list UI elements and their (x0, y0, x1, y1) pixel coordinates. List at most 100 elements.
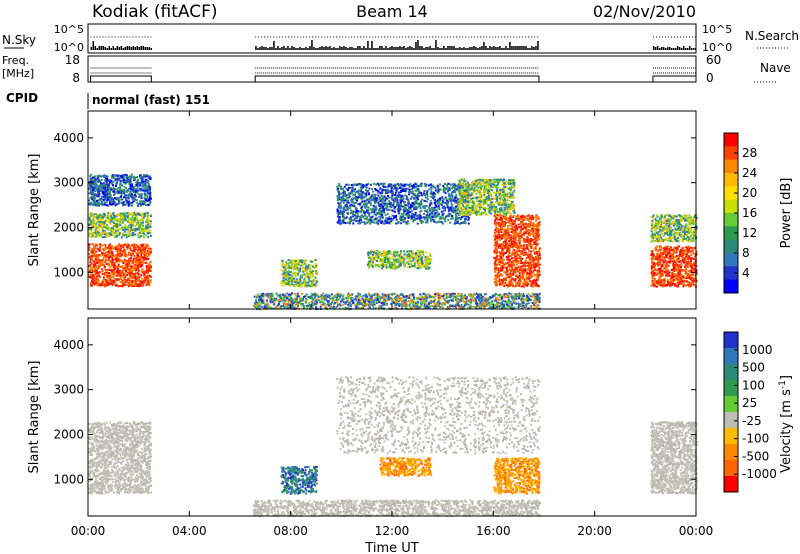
data-cell (141, 185, 144, 188)
data-cell (136, 212, 139, 215)
data-cell (126, 216, 129, 219)
data-cell (119, 285, 122, 288)
data-cell (441, 222, 444, 225)
data-cell (95, 253, 98, 256)
data-cell (439, 188, 442, 191)
data-cell (97, 254, 100, 257)
data-cell (107, 204, 110, 207)
data-cell (139, 214, 142, 217)
data-cell (130, 184, 133, 187)
nsky-bar (299, 47, 301, 50)
data-cell (402, 188, 405, 191)
data-cell (138, 226, 141, 229)
data-cell (360, 188, 363, 191)
data-cell (101, 258, 104, 261)
data-cell (123, 192, 125, 195)
data-cell (110, 215, 113, 218)
data-cell (145, 265, 148, 267)
data-cell (413, 264, 416, 267)
data-cell (423, 218, 426, 221)
data-cell (414, 266, 417, 269)
data-cell (289, 265, 292, 268)
data-cell (357, 193, 360, 195)
data-cell (140, 222, 143, 224)
data-cell (475, 210, 478, 213)
nsky-bar (507, 48, 509, 50)
data-cell (388, 183, 391, 186)
data-cell (140, 174, 143, 176)
data-cell (508, 205, 511, 208)
data-cell (372, 190, 375, 193)
data-cell (113, 261, 116, 264)
data-cell (137, 273, 140, 276)
data-cell (101, 229, 104, 232)
data-cell (492, 209, 495, 212)
data-cell (127, 243, 130, 246)
data-cell (356, 199, 358, 202)
data-cell (458, 210, 461, 213)
data-cell (94, 232, 97, 235)
data-cell (513, 185, 516, 188)
data-cell (306, 268, 308, 271)
data-cell (135, 199, 138, 202)
data-cell (126, 228, 129, 231)
data-cell (139, 189, 142, 192)
data-cell (130, 282, 133, 285)
data-cell (442, 185, 445, 188)
data-cell (434, 209, 437, 211)
data-cell (124, 268, 127, 271)
data-cell (489, 192, 492, 194)
data-cell (106, 179, 109, 181)
data-cell (457, 186, 460, 189)
data-cell (450, 217, 453, 220)
data-cell (146, 255, 149, 258)
data-cell (434, 212, 437, 215)
data-cell (129, 248, 132, 251)
data-cell (134, 260, 137, 263)
data-cell (148, 188, 151, 190)
data-cell (90, 276, 93, 279)
data-cell (437, 204, 440, 207)
data-cell (416, 198, 419, 201)
data-cell (450, 194, 453, 197)
data-cell (397, 195, 400, 198)
nsky-bar (120, 46, 123, 50)
data-cell (297, 273, 299, 276)
nsky-bar (110, 48, 113, 50)
data-cell (435, 221, 438, 224)
data-cell (413, 185, 415, 188)
data-cell (352, 212, 354, 215)
data-cell (126, 248, 129, 250)
data-cell (470, 208, 473, 211)
data-cell (394, 261, 397, 264)
data-cell (286, 277, 289, 279)
data-cell (125, 226, 128, 229)
data-cell (304, 265, 307, 268)
freq-label: Freq. (2, 54, 29, 67)
data-cell (426, 195, 429, 198)
data-cell (410, 216, 413, 219)
data-cell (123, 173, 126, 176)
data-cell (114, 278, 117, 281)
data-cell (420, 185, 423, 188)
data-cell (128, 268, 131, 271)
data-cell (91, 266, 94, 269)
data-cell (300, 285, 303, 288)
data-cell (442, 206, 445, 209)
data-cell (442, 212, 445, 215)
data-cell (90, 255, 93, 257)
data-cell (137, 278, 139, 281)
data-cell (486, 179, 489, 181)
data-cell (471, 209, 474, 211)
data-cell (437, 202, 439, 205)
data-cell (442, 188, 445, 191)
data-cell (501, 188, 504, 191)
data-cell (411, 190, 414, 193)
data-cell (444, 192, 447, 195)
data-cell (370, 250, 373, 253)
data-cell (118, 269, 121, 272)
nsky-bar (415, 42, 417, 50)
data-cell (148, 175, 151, 178)
data-cell (364, 203, 366, 206)
data-cell (415, 205, 417, 208)
